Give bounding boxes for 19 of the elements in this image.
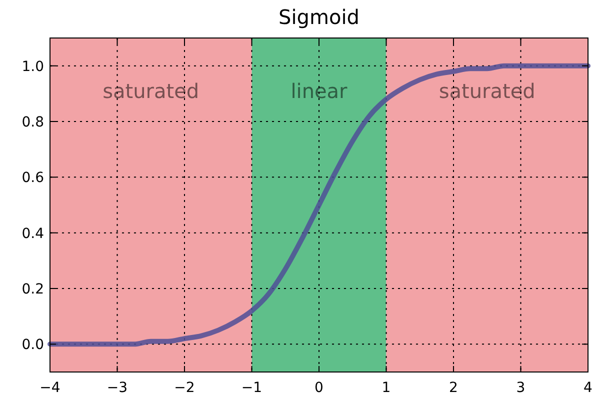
y-tick-label: 0.6 <box>22 170 44 186</box>
x-tick-label: −3 <box>106 380 128 396</box>
band-label: saturated <box>438 79 536 103</box>
x-tick-label: −4 <box>40 380 60 396</box>
y-tick-label: 0.8 <box>22 114 44 130</box>
x-tick-label: −1 <box>241 380 262 396</box>
x-tick-label: 2 <box>449 380 458 396</box>
y-tick-label: 0.0 <box>22 337 44 354</box>
x-tick-label: 0 <box>314 380 324 396</box>
band-label: linear <box>290 79 348 103</box>
x-tick-label: 3 <box>516 380 526 396</box>
x-tick-label: 4 <box>584 380 593 396</box>
band-label: saturated <box>102 79 200 103</box>
y-tick-label: 1.0 <box>22 58 44 75</box>
x-tick-label: −2 <box>174 380 195 396</box>
x-tick-label: 1 <box>382 380 391 396</box>
y-tick-label: 0.2 <box>22 282 44 298</box>
y-tick-label: 0.4 <box>22 226 44 242</box>
chart-title: Sigmoid <box>278 5 360 29</box>
